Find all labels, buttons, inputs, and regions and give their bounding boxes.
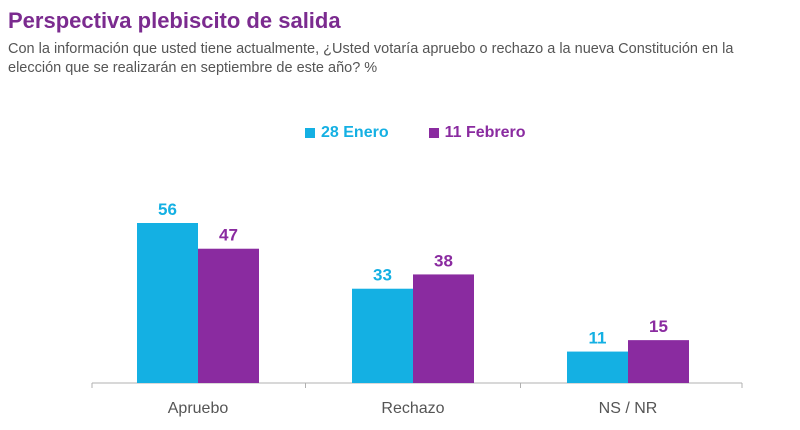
data-label: 38 bbox=[434, 251, 453, 270]
legend-label-series-1: 28 Enero bbox=[321, 124, 389, 141]
chart-subtitle: Con la información que usted tiene actua… bbox=[8, 41, 734, 76]
data-label: 11 bbox=[589, 329, 607, 348]
legend-swatch-series-1 bbox=[305, 128, 315, 138]
legend-item-series-1: 28 Enero bbox=[305, 124, 389, 142]
data-label: 33 bbox=[373, 266, 392, 285]
category-label: NS / NR bbox=[599, 400, 658, 417]
chart-title: Perspectiva plebiscito de salida bbox=[8, 8, 341, 33]
data-label: 56 bbox=[158, 200, 177, 219]
data-label: 47 bbox=[219, 226, 238, 245]
category-label: Apruebo bbox=[168, 400, 229, 417]
bar-2-rechazo bbox=[413, 274, 474, 383]
bar-1-rechazo bbox=[352, 288, 413, 383]
category-label: Rechazo bbox=[381, 400, 444, 417]
bar-1-apruebo bbox=[137, 223, 198, 383]
legend-item-series-2: 11 Febrero bbox=[428, 124, 526, 142]
legend: 28 Enero 11 Febrero bbox=[305, 124, 526, 142]
bar-2-ns-nr bbox=[628, 340, 689, 383]
bar-2-apruebo bbox=[198, 248, 259, 383]
legend-swatch-series-2 bbox=[428, 128, 439, 138]
bar-1-ns-nr bbox=[567, 351, 628, 383]
legend-label-series-2: 11 Febrero bbox=[444, 124, 526, 141]
data-label: 15 bbox=[649, 317, 668, 336]
